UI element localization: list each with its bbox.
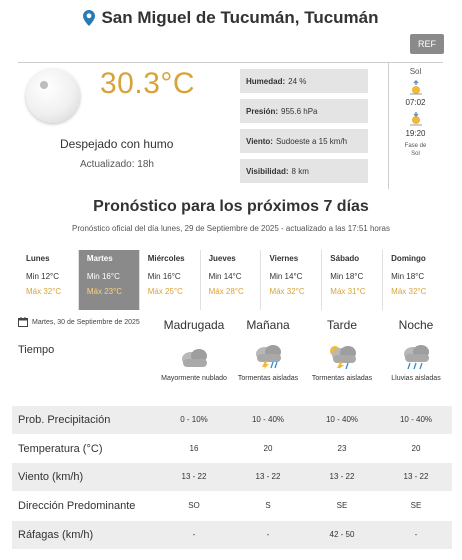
location-name: San Miguel de Tucumán, Tucumán — [101, 8, 379, 27]
day-tab-sabado[interactable]: Sábado Min 18°C Máx 31°C — [322, 250, 384, 310]
direction-madrugada: SO — [188, 501, 200, 510]
moon-icon — [26, 69, 80, 123]
location-header: San Miguel de Tucumán, Tucumán — [0, 0, 462, 36]
temp-noche: 20 — [411, 444, 421, 453]
precip-madrugada: 0 - 10% — [180, 415, 208, 424]
tiempo-noche: Lluvias aisladas — [391, 375, 441, 382]
period-manana: Mañana — [246, 318, 290, 332]
gusts-tarde: 42 - 50 — [329, 530, 355, 539]
location-pin-icon — [83, 10, 96, 26]
current-temperature: 30.3°C — [100, 67, 196, 100]
sunrise-time: 07:02 — [405, 98, 426, 107]
calendar-icon — [18, 317, 28, 327]
temp-tarde: 23 — [337, 444, 347, 453]
row-label-wind: Viento (km/h) — [18, 471, 84, 483]
precip-noche: 10 - 40% — [399, 415, 433, 424]
wind-manana: 13 - 22 — [255, 472, 281, 481]
gusts-manana: - — [266, 530, 270, 539]
sunset-time: 19:20 — [405, 129, 426, 138]
row-band-gusts — [12, 521, 452, 549]
ref-button[interactable]: REF — [410, 34, 444, 54]
row-label-gusts: Ráfagas (km/h) — [18, 529, 94, 541]
stat-wind: Viento: Sudoeste a 15 km/h — [240, 129, 368, 153]
updated-time: Actualizado: 18h — [80, 159, 154, 170]
sunset-icon — [409, 112, 422, 126]
storm-icon — [256, 345, 281, 370]
row-label-temp: Temperatura (°C) — [18, 443, 103, 455]
stats-panel: Humedad: 24 % Presión: 955.6 hPa Viento:… — [240, 69, 368, 189]
direction-manana: S — [265, 501, 271, 510]
day-tab-viernes[interactable]: Viernes Min 14°C Máx 32°C — [261, 250, 323, 310]
day-tab-miercoles[interactable]: Miércoles Min 16°C Máx 25°C — [140, 250, 201, 310]
day-tab-lunes[interactable]: Lunes Min 12°C Máx 32°C — [18, 250, 79, 310]
stat-visibility: Visibilidad: 8 km — [240, 159, 368, 183]
temp-manana: 20 — [263, 444, 273, 453]
period-madrugada: Madrugada — [163, 318, 225, 332]
forecast-subtitle: Pronóstico oficial del día lunes, 29 de … — [72, 224, 390, 233]
sunrise-icon — [409, 80, 422, 95]
tiempo-tarde: Tormentas aisladas — [311, 375, 373, 382]
row-band-wind — [12, 463, 452, 491]
sun-title: Sol — [409, 67, 422, 76]
storm-icon — [330, 346, 356, 370]
tiempo-madrugada: Mayormente nublado — [161, 375, 227, 382]
day-tab-martes[interactable]: Martes Min 16°C Máx 23°C — [78, 250, 140, 310]
detail-date: Martes, 30 de Septiembre de 2025 — [18, 317, 140, 327]
wind-tarde: 13 - 22 — [329, 472, 355, 481]
current-condition: Despejado con humo — [60, 137, 174, 151]
wind-noche: 13 - 22 — [403, 472, 429, 481]
stat-pressure: Presión: 955.6 hPa — [240, 99, 368, 123]
precip-tarde: 10 - 40% — [325, 415, 359, 424]
precip-manana: 10 - 40% — [251, 415, 285, 424]
row-label-direction: Dirección Predominante — [18, 500, 136, 512]
direction-tarde: SE — [336, 501, 348, 510]
day-tabs: Lunes Min 12°C Máx 32°C Martes Min 16°C … — [18, 250, 443, 310]
row-label-tiempo: Tiempo — [18, 344, 55, 356]
period-noche: Noche — [398, 318, 434, 332]
rain-icon — [404, 345, 429, 370]
gusts-madrugada: - — [192, 530, 196, 539]
gusts-noche: - — [414, 530, 418, 539]
tiempo-manana: Tormentas aisladas — [237, 375, 299, 382]
cloud-icon — [182, 349, 207, 367]
current-conditions: 30.3°C Despejado con humo Actualizado: 1… — [18, 62, 443, 189]
temp-madrugada: 16 — [189, 444, 199, 453]
day-tab-jueves[interactable]: Jueves Min 14°C Máx 28°C — [201, 250, 262, 310]
direction-noche: SE — [410, 501, 422, 510]
period-tarde: Tarde — [326, 318, 358, 332]
wind-madrugada: 13 - 22 — [181, 472, 207, 481]
sun-note: Fase de Sol — [404, 143, 427, 157]
row-label-precip: Prob. Precipitación — [18, 414, 111, 426]
forecast-title: Pronóstico para los próximos 7 días — [93, 198, 369, 215]
day-tab-domingo[interactable]: Domingo Min 18°C Máx 32°C — [391, 254, 427, 296]
row-band-precip — [12, 406, 452, 434]
stat-humidity: Humedad: 24 % — [240, 69, 368, 93]
sun-panel: Sol 07:02 19:20 Fase de Sol — [388, 63, 442, 189]
